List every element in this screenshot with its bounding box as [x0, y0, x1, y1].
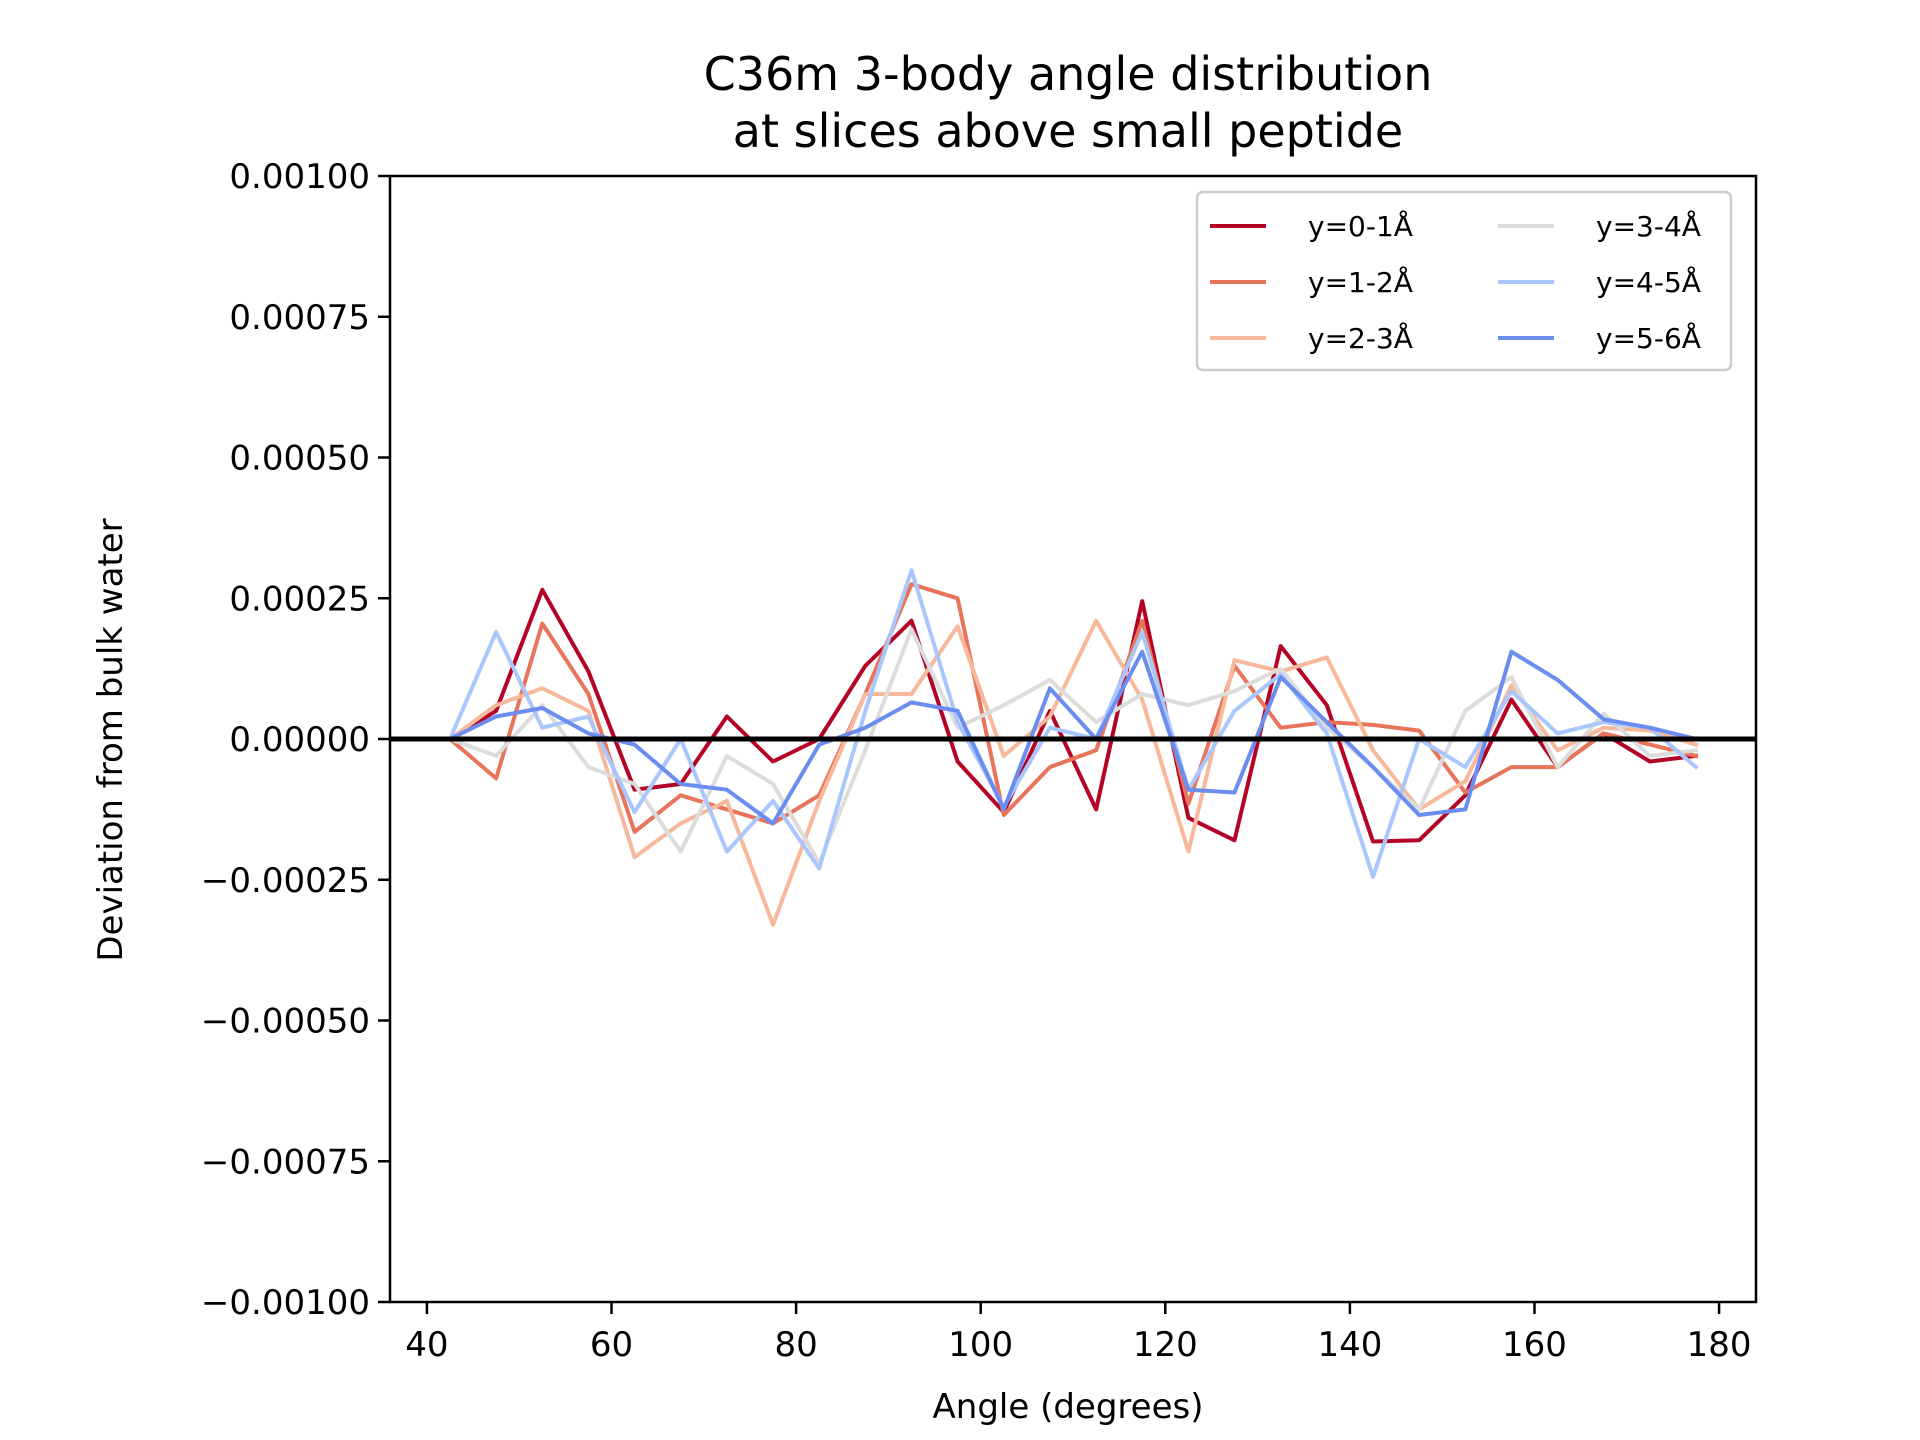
x-tick-label: 40 [405, 1325, 448, 1365]
x-tick-label: 160 [1502, 1325, 1567, 1365]
legend-label: y=1-2Å [1308, 265, 1413, 299]
series-line-6 [447, 649, 1699, 826]
x-tick-label: 180 [1687, 1325, 1752, 1365]
legend-label: y=5-6Å [1596, 321, 1701, 355]
y-tick-label: 0.00075 [229, 298, 370, 338]
plot-area: 0.00100 0.00075 0.00050 0.00025 0.00000 −0.00… [201, 157, 1758, 1365]
y-tick-label: −0.00025 [201, 861, 370, 901]
y-tick-label: −0.00100 [201, 1283, 370, 1323]
series-line-4 [447, 627, 1699, 865]
legend-label: y=2-3Å [1308, 321, 1413, 355]
series-line-2 [447, 582, 1699, 834]
x-tick-label: 140 [1317, 1325, 1382, 1365]
x-tick-label: 80 [774, 1325, 817, 1365]
x-tick-label: 120 [1133, 1325, 1198, 1365]
legend-label: y=4-5Å [1596, 265, 1701, 299]
x-axis-ticks: 40 60 80 100 120 140 160 180 [405, 1302, 1752, 1365]
chart-title-line-2: at slices above small peptide [733, 104, 1403, 158]
legend-label: y=3-4Å [1596, 209, 1701, 243]
y-tick-label: 0.00000 [229, 720, 370, 760]
y-tick-label: 0.00100 [229, 157, 370, 197]
x-tick-label: 60 [590, 1325, 633, 1365]
chart-title-line-1: C36m 3-body angle distribution [704, 47, 1433, 101]
legend: y=0-1Å y=1-2Å y=2-3Å y=3-4Å y=4-5Å y=5-6Å [1195, 190, 1733, 372]
y-tick-label: 0.00050 [229, 439, 370, 479]
y-tick-label: −0.00075 [201, 1142, 370, 1182]
y-tick-label: −0.00050 [201, 1002, 370, 1042]
y-tick-label: 0.00025 [229, 579, 370, 619]
x-tick-label: 100 [948, 1325, 1013, 1365]
y-axis-ticks: 0.00100 0.00075 0.00050 0.00025 0.00000 −0.00… [201, 157, 390, 1323]
x-axis-label: Angle (degrees) [933, 1387, 1204, 1427]
legend-label: y=0-1Å [1308, 209, 1413, 243]
series-lines [447, 568, 1699, 927]
plot-frame [388, 174, 1758, 1304]
legend-box [1195, 190, 1733, 372]
y-axis-label: Deviation from bulk water [91, 518, 131, 961]
